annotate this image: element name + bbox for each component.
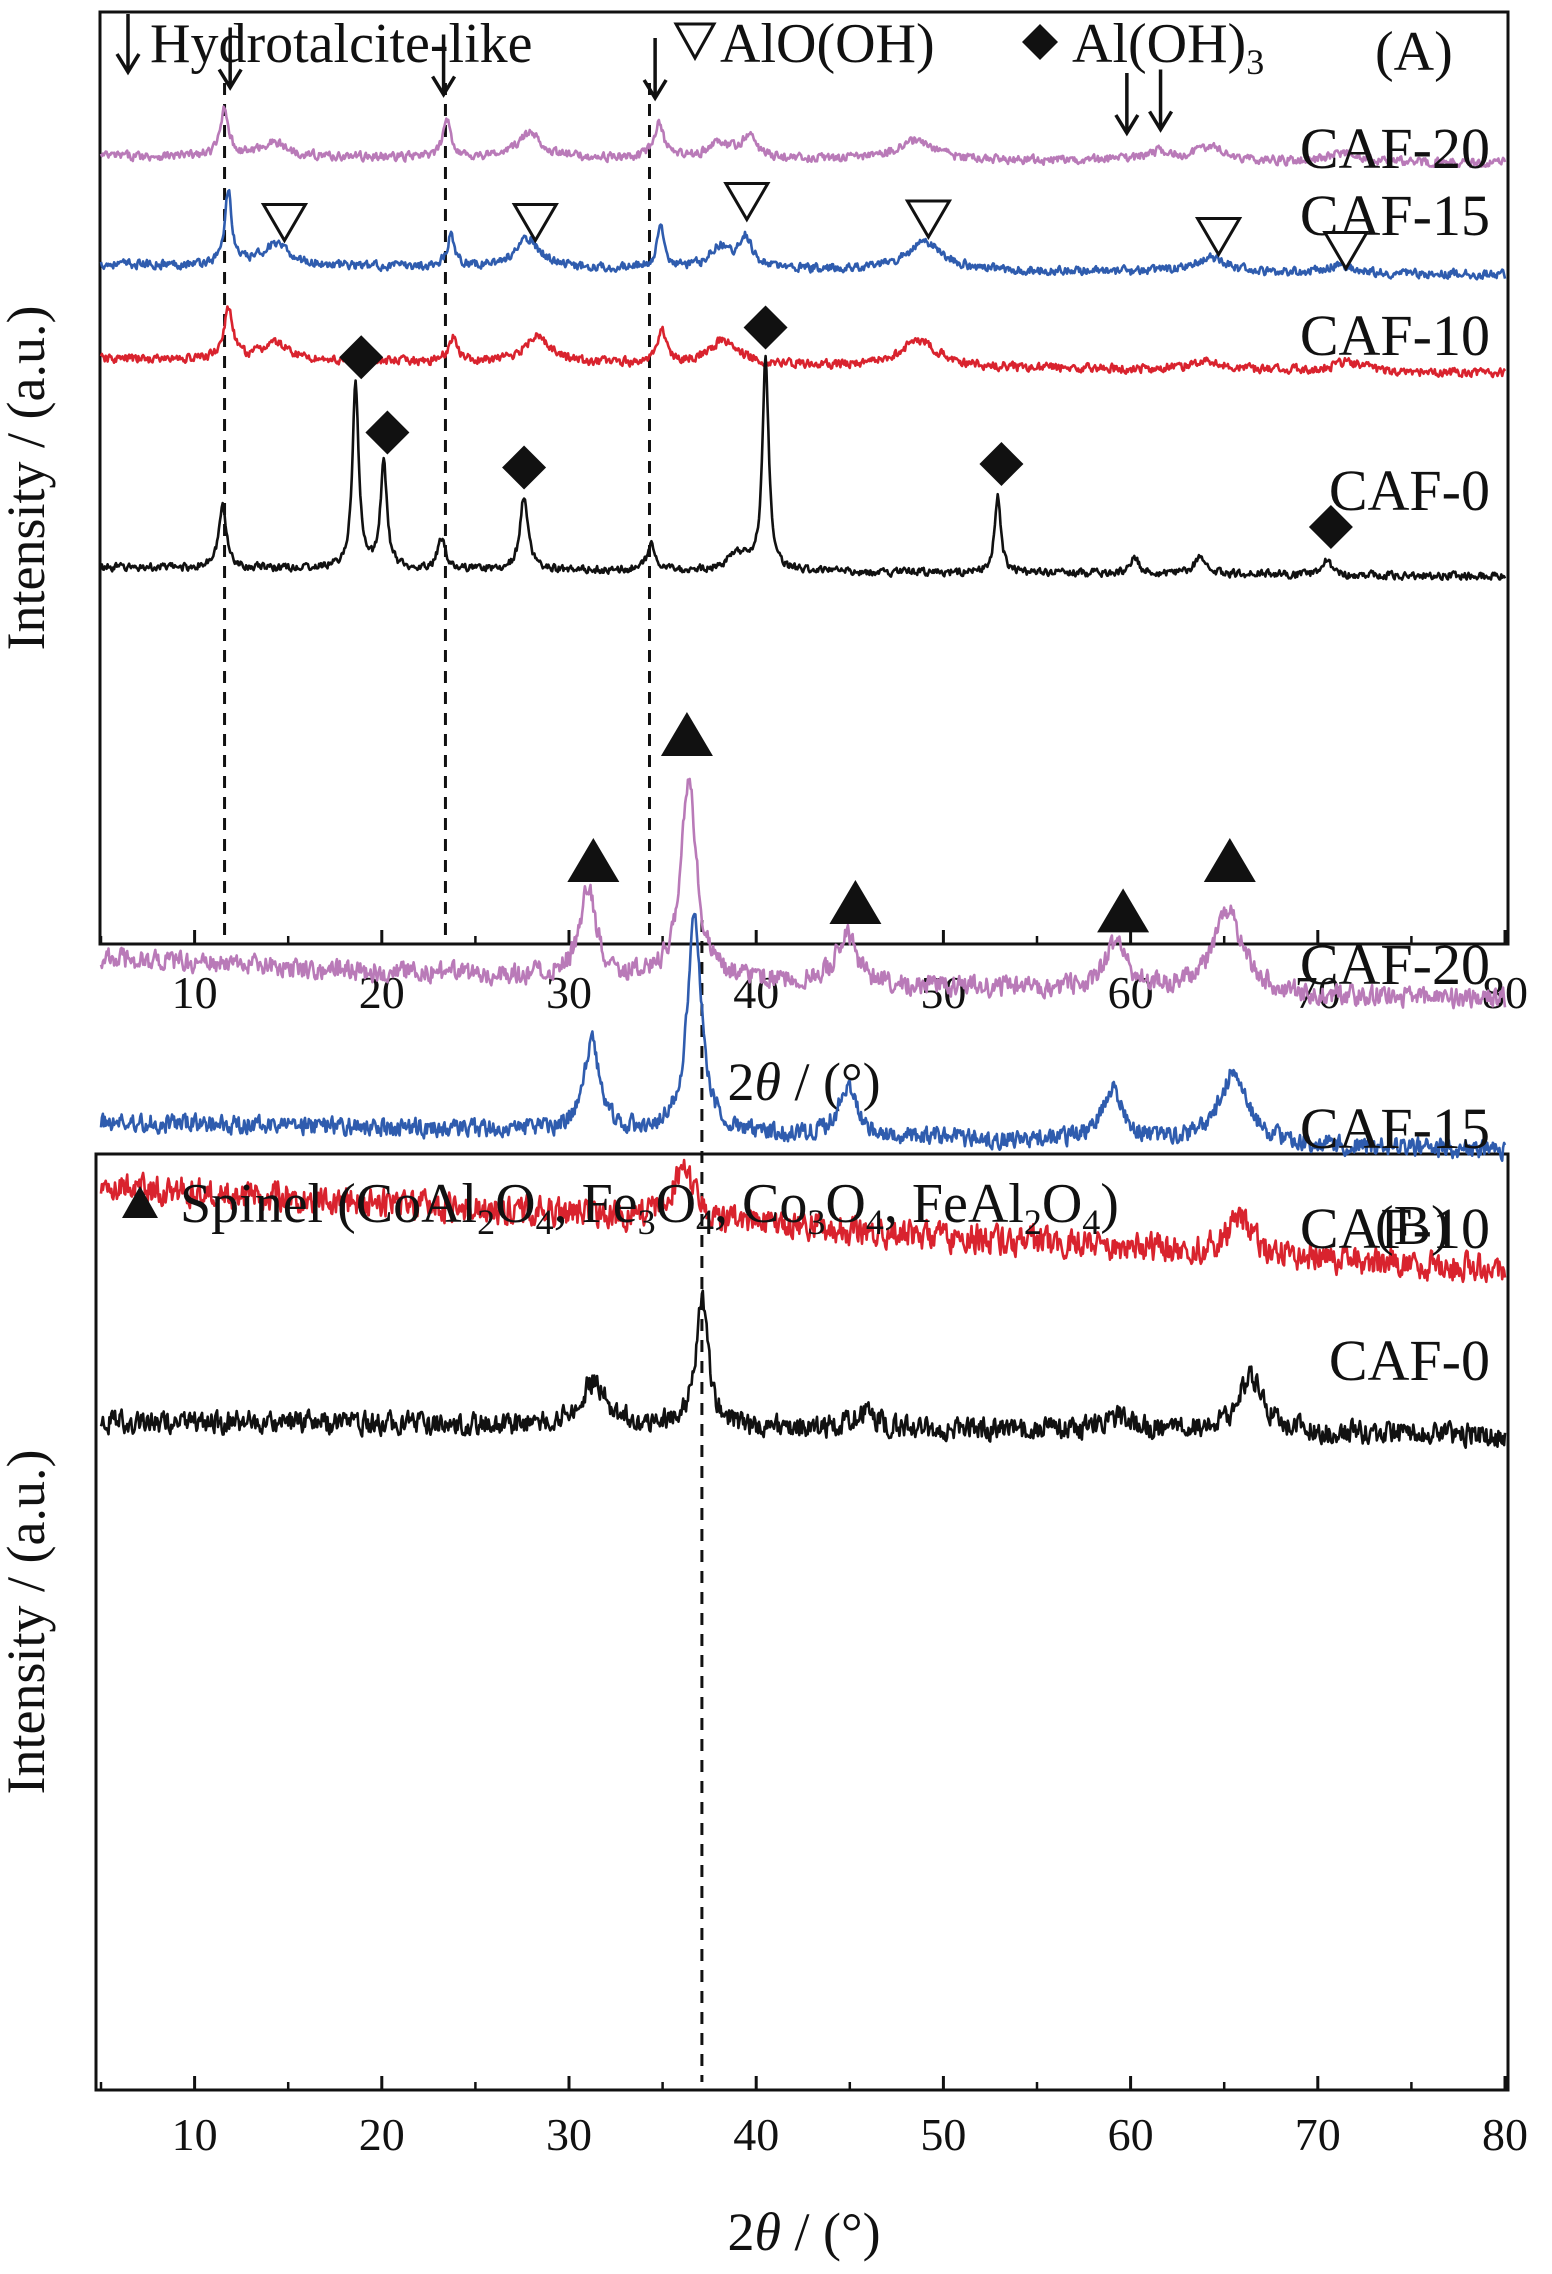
filled-diamond-marker: [979, 442, 1024, 486]
series-line-caf-15: [99, 189, 1507, 281]
series-line-caf-20: [99, 105, 1507, 169]
series-line-caf-10: [99, 305, 1507, 379]
series-group-b: [99, 777, 1507, 1449]
panel-label-b: (B): [1375, 1195, 1450, 1257]
legend-subscript: 4: [536, 1202, 554, 1242]
filled-diamond-marker: [339, 335, 384, 380]
y-axis-title-a: Intensity / (a.u.): [0, 306, 56, 651]
legend-hydrotalcite-entry: Hydrotalcite-like: [115, 13, 533, 76]
legend-hydrotalcite-label: Hydrotalcite-like: [150, 13, 533, 75]
down-arrow-marker: [431, 34, 457, 98]
svg-text:Al(OH)3: Al(OH)3: [1072, 13, 1264, 82]
series-group-a: [99, 105, 1507, 581]
series-label-caf-10: CAF-10: [1300, 1196, 1490, 1261]
series-labels-b: CAF-20 CAF-15 CAF-10 CAF-0: [1300, 932, 1490, 1393]
x-tick-label: 60: [1108, 2109, 1154, 2160]
x-tick-label: 80: [1482, 2109, 1528, 2160]
panel-label-a: (A): [1375, 21, 1453, 83]
plot-frame-a: [98, 10, 1510, 946]
legend-subscript: 3: [638, 1202, 656, 1242]
down-arrow-marker: [1148, 69, 1174, 133]
legend-subscript: 2: [1024, 1202, 1042, 1242]
filled-diamond-icon: [1022, 24, 1058, 60]
filled-triangle-up-marker: [567, 838, 620, 882]
series-line-caf-0: [100, 354, 1507, 581]
legend-b: Spinel (CoAl2O4, Fe3O4, Co3O4, FeAl2O4) …: [122, 1173, 1450, 1257]
legend-text-part: , Fe: [554, 1173, 638, 1235]
open-triangle-down-marker: [1194, 217, 1243, 258]
series-line-caf-0: [99, 1289, 1507, 1449]
legend-text-part: ): [1100, 1173, 1119, 1235]
down-arrow-marker: [642, 38, 668, 102]
legend-text-part: , Co: [714, 1173, 807, 1235]
legend-subscript: 4: [1082, 1202, 1100, 1242]
legend-text-part: , FeAl: [884, 1173, 1024, 1235]
open-triangle-down-marker: [904, 199, 953, 240]
legend-a: Hydrotalcite-like AlO(OH) Al(OH)3 (A): [115, 13, 1453, 83]
legend-subscript: 4: [866, 1202, 884, 1242]
legend-aloh3-subscript: 3: [1246, 42, 1264, 82]
filled-triangle-up-marker: [1203, 838, 1256, 882]
x-axis-ticks-a: 10 20 30 40 50 60 70 80: [99, 930, 1528, 1018]
legend-aloh3-entry: Al(OH)3: [1022, 13, 1264, 82]
x-tick-label: 60: [1108, 967, 1154, 1018]
legend-alooh-label: AlO(OH): [720, 13, 935, 75]
x-tick-label: 10: [172, 967, 218, 1018]
legend-text-part: O: [656, 1173, 696, 1235]
series-line-caf-15: [99, 912, 1507, 1162]
legend-subscript: 3: [807, 1202, 825, 1242]
series-label-caf-15: CAF-15: [1300, 1096, 1490, 1161]
down-arrow-marker: [217, 27, 243, 91]
legend-aloh3-label: Al(OH): [1072, 13, 1246, 75]
x-tick-label: 10: [172, 2109, 218, 2160]
legend-text-part: O: [1042, 1173, 1082, 1235]
filled-triangle-up-marker: [829, 880, 882, 924]
down-arrow-marker: [1114, 73, 1140, 137]
series-label-caf-20: CAF-20: [1300, 116, 1490, 181]
legend-subscript: 4: [696, 1202, 714, 1242]
x-tick-label: 40: [733, 2109, 779, 2160]
peak-markers-b: [567, 712, 1256, 933]
legend-text-part: Spinel (CoAl: [180, 1173, 477, 1235]
series-line-caf-10: [99, 1158, 1507, 1284]
series-line-caf-20: [99, 777, 1507, 1010]
panel-b: CAF-20 CAF-15 CAF-10 CAF-0 10 20 30 40 50 60 70 80…: [0, 712, 1528, 2262]
x-tick-label: 70: [1295, 2109, 1341, 2160]
legend-alooh-entry: AlO(OH): [673, 13, 935, 75]
x-axis-ticks-b: 10 20 30 40 50 60 70 80: [99, 2076, 1528, 2160]
x-axis-title-b: 2θ / (°): [727, 2202, 880, 2262]
open-triangle-down-icon: [673, 22, 717, 62]
open-triangle-down-marker: [260, 203, 309, 244]
plot-frame-b: [94, 1152, 1510, 2092]
y-axis-title-b: Intensity / (a.u.): [0, 1450, 56, 1795]
series-label-caf-0: CAF-0: [1329, 1328, 1490, 1393]
legend-text-part: O: [825, 1173, 865, 1235]
x-tick-label: 50: [920, 2109, 966, 2160]
legend-spinel-label: Spinel (CoAl2O4, Fe3O4, Co3O4, FeAl2O4): [180, 1173, 1119, 1242]
open-triangle-down-marker: [511, 203, 559, 244]
filled-diamond-marker: [365, 410, 410, 455]
filled-triangle-up-marker: [1097, 888, 1150, 933]
series-label-caf-0: CAF-0: [1329, 458, 1490, 523]
filled-diamond-marker: [502, 445, 547, 490]
legend-subscript: 2: [477, 1202, 495, 1242]
filled-triangle-up-marker: [660, 712, 713, 756]
filled-triangle-up-icon: [122, 1186, 158, 1218]
series-label-caf-10: CAF-10: [1300, 303, 1490, 368]
x-tick-label: 20: [359, 2109, 405, 2160]
filled-diamond-marker: [743, 305, 788, 350]
down-arrow-icon: [115, 14, 141, 76]
legend-text-part: O: [495, 1173, 535, 1235]
open-triangle-down-marker: [723, 182, 771, 223]
x-tick-label: 30: [546, 2109, 592, 2160]
peak-markers-a: [217, 27, 1370, 549]
filled-diamond-marker: [1308, 505, 1353, 549]
x-axis-title-a: 2θ / (°): [727, 1052, 880, 1112]
open-triangle-down-marker: [1322, 231, 1370, 272]
series-label-caf-20: CAF-20: [1300, 932, 1490, 997]
